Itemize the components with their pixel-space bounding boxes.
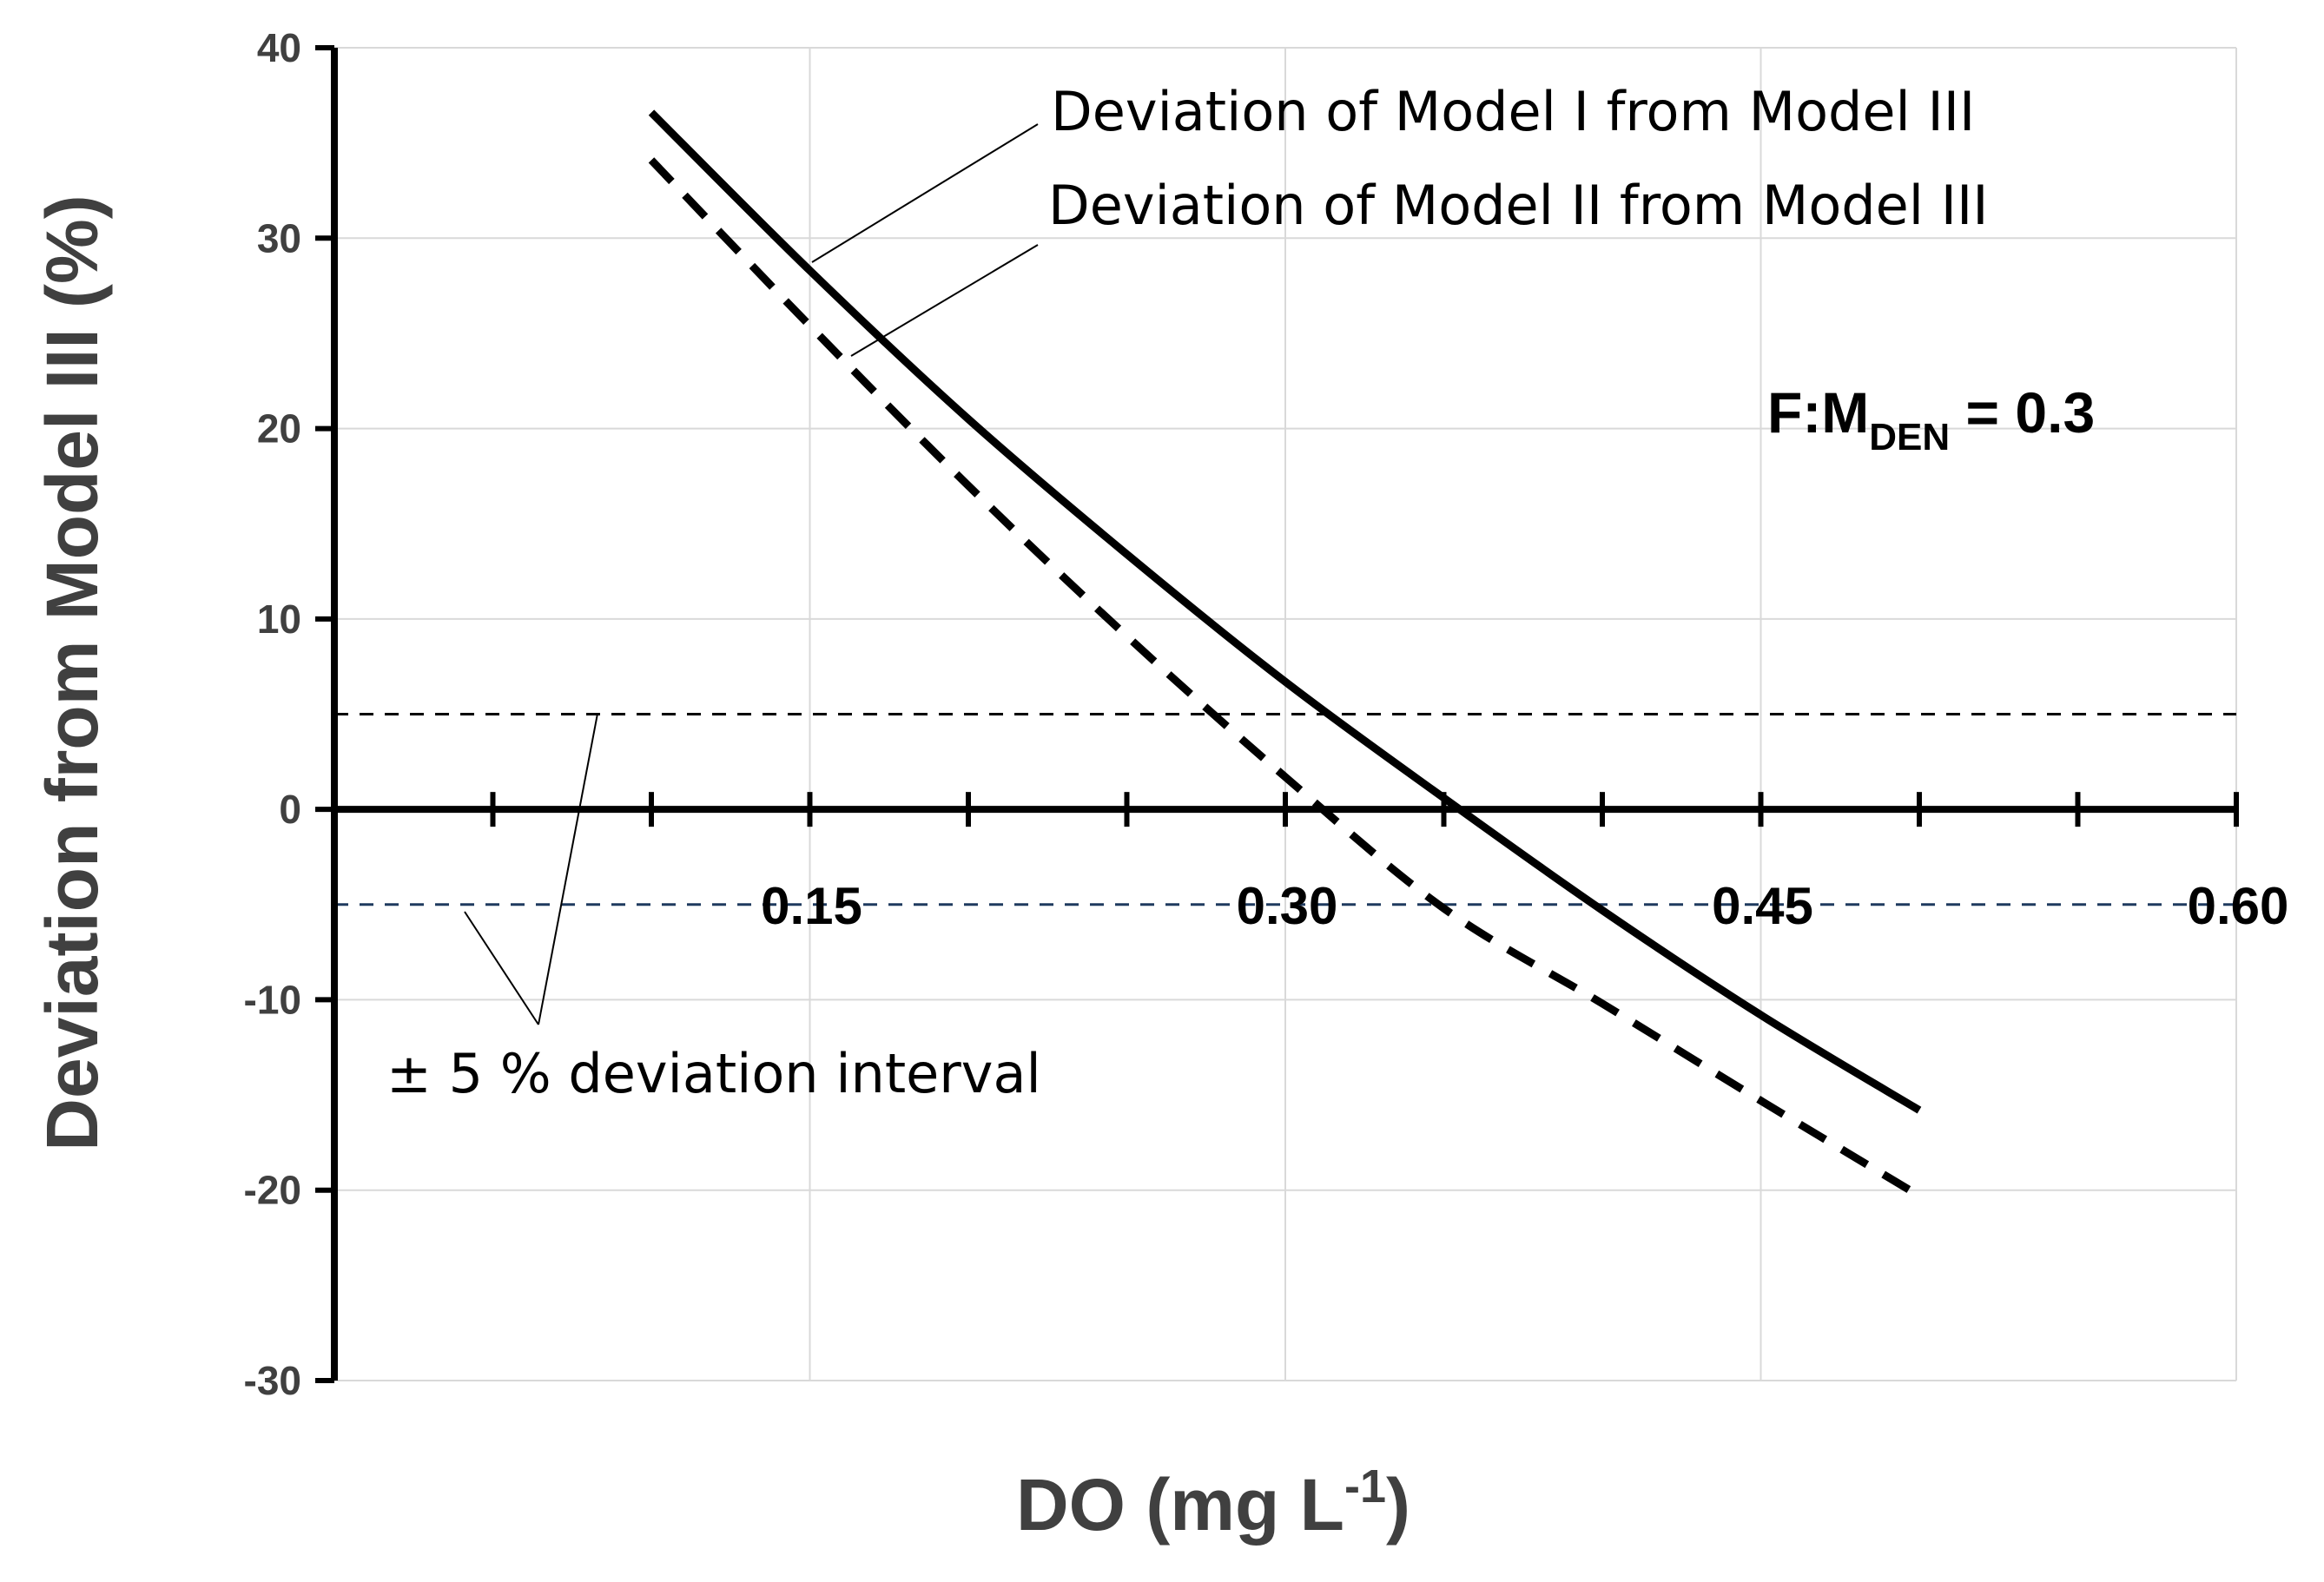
x-tick-label: 0.15 [761, 877, 862, 935]
model2-leader-line [850, 244, 1039, 357]
x-axis-title-end: ) [1386, 1464, 1410, 1546]
x-axis-title: DO (mg L-1) [1016, 1460, 1410, 1546]
axes [315, 45, 2239, 1383]
fm-den-label: F:MDEN = 0.3 [1767, 380, 2095, 458]
x-axis-title-main: DO (mg L [1016, 1464, 1344, 1546]
model2-series-line [648, 157, 1922, 1200]
y-tick-label: -10 [244, 977, 301, 1022]
series-lines [648, 109, 1922, 1200]
y-tick-label: 10 [257, 597, 301, 642]
y-tick-label: -30 [244, 1358, 301, 1403]
interval-leader-to-minus5 [464, 911, 539, 1025]
y-tick-label: 0 [279, 787, 301, 832]
y-axis-title: Deviation from Model III (%) [31, 194, 113, 1150]
y-tick-label: 30 [257, 215, 301, 260]
x-axis-title-sup: -1 [1344, 1460, 1386, 1513]
model1-leader-line [811, 123, 1039, 263]
x-tick-label: 0.45 [1712, 877, 1813, 935]
tick-labels: 40 30 20 10 0 -10 -20 -30 0.15 0.30 0.45 0.60 [244, 25, 2289, 1403]
model1-label: Deviation of Model I from Model III [1051, 80, 1975, 143]
y-tick-label: 40 [257, 25, 301, 70]
fm-sub: DEN [1869, 416, 1950, 458]
y-tick-label: 20 [257, 406, 301, 452]
x-tick-label: 0.30 [1237, 877, 1338, 935]
y-tick-label: -20 [244, 1168, 301, 1213]
interval-leader-to-plus5 [538, 713, 598, 1025]
deviation-interval-label: ± 5 % deviation interval [386, 1042, 1041, 1105]
fm-value: = 0.3 [1950, 380, 2095, 445]
model2-label: Deviation of Model II from Model III [1048, 174, 1989, 237]
fm-main: F:M [1767, 380, 1869, 445]
leader-lines [464, 123, 1039, 1025]
x-tick-label: 0.60 [2188, 877, 2289, 935]
model1-series-line [648, 109, 1922, 1114]
